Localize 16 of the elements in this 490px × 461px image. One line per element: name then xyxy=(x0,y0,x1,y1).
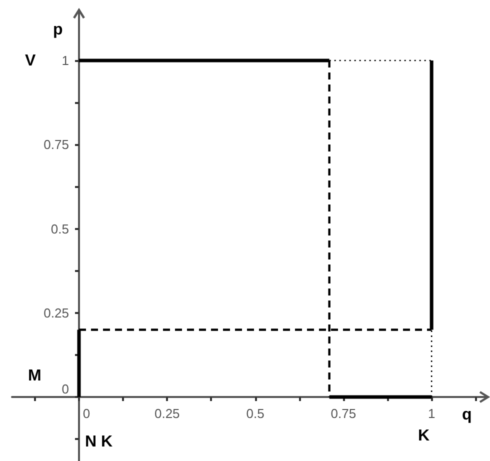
x-tick-label: 0 xyxy=(82,406,90,422)
x-tick-label: 1 xyxy=(428,406,436,422)
x-tick-label: 0.75 xyxy=(330,406,356,422)
y-axis-title: p xyxy=(52,22,63,38)
x-axis-title: q xyxy=(462,406,472,424)
y-tick-label: 0.25 xyxy=(44,305,69,320)
y-tick-label: 0.5 xyxy=(50,221,69,236)
annotation: V xyxy=(25,52,36,70)
annotation: M xyxy=(28,368,42,384)
x-tick-label: 0.5 xyxy=(246,406,264,422)
y-tick-label: 0.75 xyxy=(44,137,69,152)
y-tick-label: 1 xyxy=(62,52,69,68)
x-tick-label: 0.25 xyxy=(154,406,180,422)
annotation: K xyxy=(418,428,430,444)
y-tick-label: 0 xyxy=(62,382,69,397)
annotation: N K xyxy=(85,434,113,450)
